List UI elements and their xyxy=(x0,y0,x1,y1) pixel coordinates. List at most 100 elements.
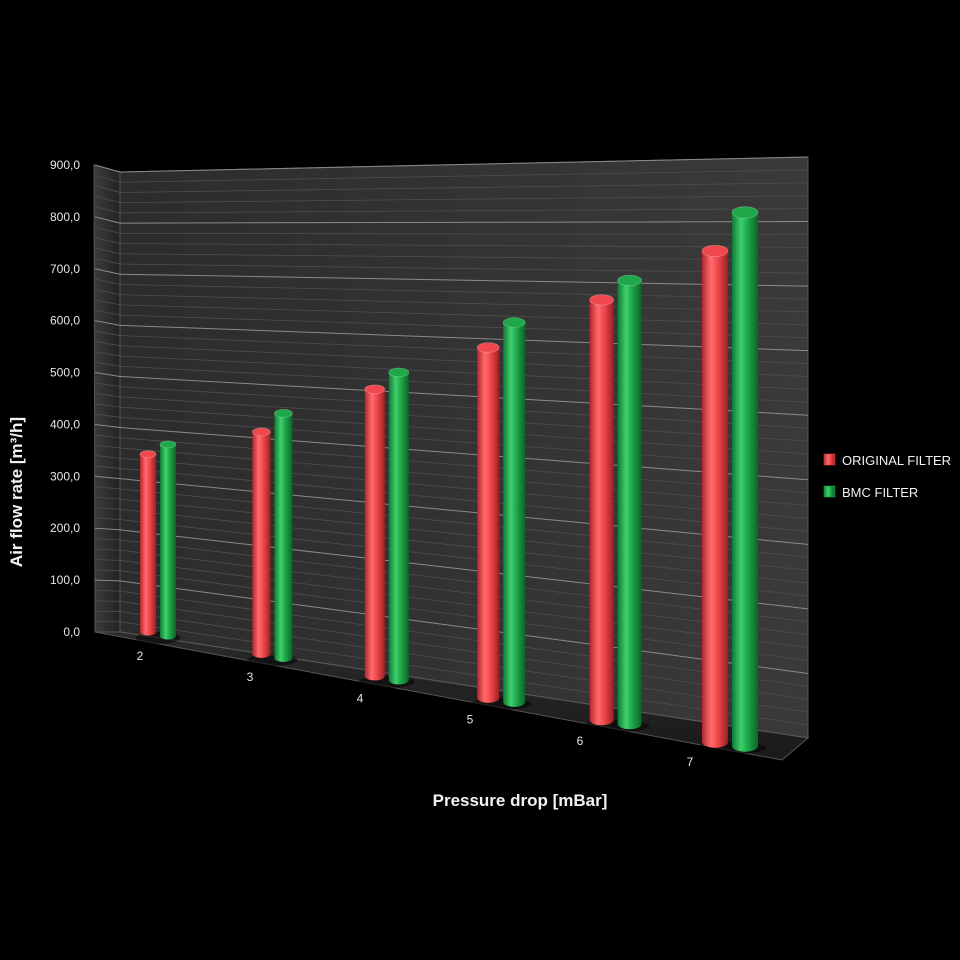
gridline-side xyxy=(94,341,121,347)
gridline-back xyxy=(119,243,809,248)
gridline-side xyxy=(94,174,121,183)
gridline-back xyxy=(119,590,809,687)
gridline-back xyxy=(119,621,809,726)
gridline-back xyxy=(119,304,809,326)
gridline-side xyxy=(94,164,121,173)
x-tick-label: 4 xyxy=(357,691,364,705)
legend-item-bmc: BMC FILTER xyxy=(823,485,918,500)
y-axis-title: Air flow rate [m³/h] xyxy=(7,417,26,567)
gridline-back xyxy=(119,182,809,193)
gridline-back xyxy=(119,355,809,390)
gridline-side xyxy=(94,434,121,439)
x-axis-title: Pressure drop [mBar] xyxy=(433,791,608,810)
bar-bmc-3 xyxy=(273,408,293,662)
gridline-side xyxy=(94,289,121,296)
gridline-back xyxy=(119,611,809,713)
gridline-back xyxy=(119,529,809,610)
gridline-side xyxy=(94,351,121,357)
gridline-side xyxy=(94,517,121,520)
gridline-side xyxy=(94,538,121,541)
gridline-back xyxy=(119,549,809,636)
gridline-back xyxy=(119,365,809,403)
gridline-back xyxy=(119,457,809,519)
bar-original-2 xyxy=(139,450,157,636)
gridline-side xyxy=(94,423,121,429)
gridline-side xyxy=(94,206,121,214)
x-tick-label: 3 xyxy=(247,670,254,684)
gridlines xyxy=(94,156,809,739)
gridline-back xyxy=(119,468,809,532)
y-tick-label: 300,0 xyxy=(50,469,80,483)
gridline-side xyxy=(94,403,121,408)
gridline-back xyxy=(119,195,809,204)
gridline-back xyxy=(119,345,809,377)
y-tick-label: 400,0 xyxy=(50,417,80,431)
gridline-side xyxy=(94,486,121,490)
gridline-back xyxy=(119,600,809,700)
gridline-side xyxy=(94,361,121,367)
bar-original-7 xyxy=(701,244,729,748)
bars xyxy=(135,206,767,754)
gridline-back xyxy=(119,447,809,506)
x-tick-label: 7 xyxy=(687,755,694,769)
legend: ORIGINAL FILTER BMC FILTER xyxy=(823,453,951,500)
gridline-side xyxy=(94,392,121,398)
bar-bmc-4 xyxy=(388,367,410,685)
gridline-side xyxy=(94,299,121,306)
gridline-back xyxy=(119,580,809,674)
bar-original-3 xyxy=(251,427,271,658)
bar-bmc-6 xyxy=(617,274,642,730)
y-tick-label: 800,0 xyxy=(50,210,80,224)
gridline-side xyxy=(94,195,121,204)
gridline-side xyxy=(94,382,121,388)
gridline-side xyxy=(94,548,121,551)
y-tick-label: 0,0 xyxy=(63,625,80,639)
gridline-back xyxy=(119,294,809,313)
gridline-back xyxy=(119,478,809,545)
gridline-side xyxy=(94,247,121,255)
gridline-side xyxy=(94,413,121,418)
gridline-side xyxy=(94,237,121,244)
gridline-back xyxy=(119,314,809,339)
y-tick-label: 200,0 xyxy=(50,521,80,535)
gridline-side xyxy=(94,372,121,377)
gridline-back xyxy=(119,221,809,224)
y-tick-label: 100,0 xyxy=(50,573,80,587)
legend-item-original: ORIGINAL FILTER xyxy=(823,453,951,468)
gridline-back xyxy=(119,488,809,558)
gridline-back xyxy=(119,156,809,173)
legend-label: ORIGINAL FILTER xyxy=(842,453,951,468)
gridline-back xyxy=(119,335,809,364)
bar-original-5 xyxy=(476,342,500,703)
gridline-back xyxy=(119,375,809,416)
side-wall xyxy=(93,164,121,633)
legend-label: BMC FILTER xyxy=(842,485,918,500)
gridline-back xyxy=(119,416,809,468)
gridline-side xyxy=(94,444,121,449)
gridline-side xyxy=(94,579,121,582)
gridline-back xyxy=(119,396,809,442)
legend-swatch xyxy=(823,453,836,466)
gridline-back xyxy=(119,498,809,571)
gridline-back xyxy=(119,560,809,649)
gridline-side xyxy=(94,465,121,469)
gridline-side xyxy=(94,309,121,316)
gridline-side xyxy=(94,569,121,572)
gridline-back xyxy=(119,427,809,481)
x-axis-ticks: 2 3 4 5 6 7 xyxy=(137,649,694,769)
bar-bmc-5 xyxy=(502,317,526,707)
gridline-back xyxy=(119,324,809,352)
gridline-back xyxy=(119,208,809,214)
y-axis-ticks: 0,0 100,0 200,0 300,0 400,0 500,0 600,0 700,0 80… xyxy=(50,158,80,639)
gridline-back xyxy=(119,263,809,274)
x-tick-label: 2 xyxy=(137,649,144,663)
gridline-side xyxy=(94,496,121,500)
y-tick-label: 500,0 xyxy=(50,366,80,380)
x-tick-label: 5 xyxy=(467,713,474,727)
gridline-side xyxy=(94,258,121,265)
gridline-back xyxy=(119,437,809,494)
gridline-back xyxy=(119,169,809,183)
gridline-back xyxy=(119,232,809,235)
y-tick-label: 900,0 xyxy=(50,158,80,172)
bar-bmc-2 xyxy=(159,440,177,640)
